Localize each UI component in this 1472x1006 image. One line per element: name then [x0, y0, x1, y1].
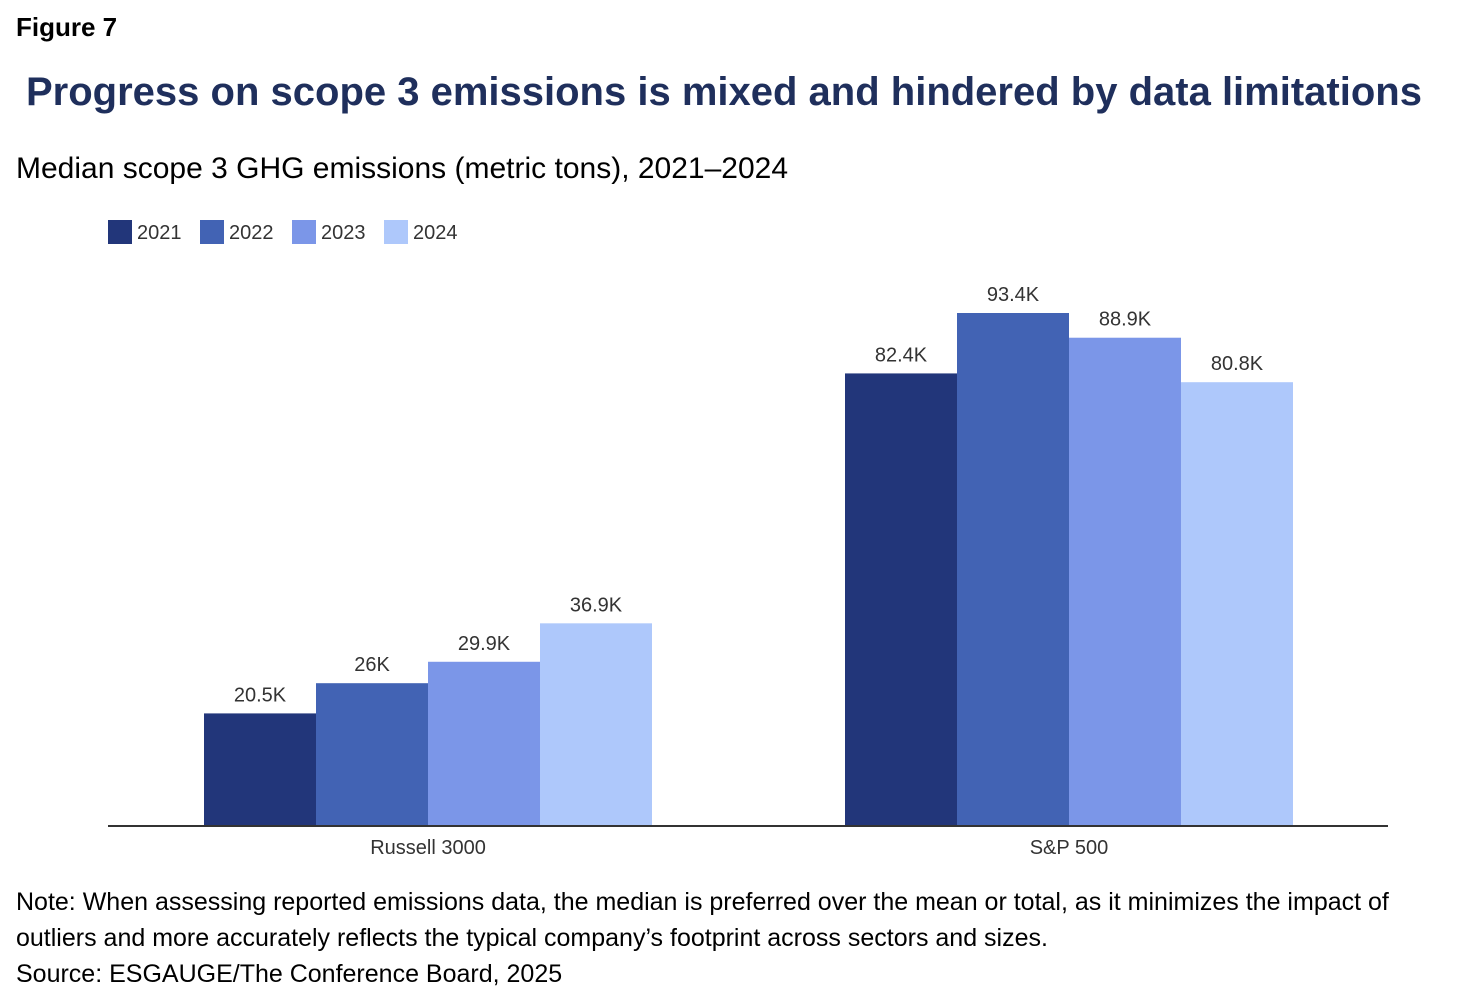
bar-chart: 2021 2022 2023 2024 20.5K 26K 29.9K 36.9K Russel… — [108, 220, 1388, 859]
legend-swatch-2022 — [200, 220, 224, 244]
bar-russell-3000-2023 — [428, 661, 540, 826]
bar-s-p-500-2024 — [1181, 382, 1293, 826]
category-label-russell-3000: Russell 3000 — [370, 837, 486, 859]
legend-swatch-2021 — [108, 220, 132, 244]
data-label-s-p-500-2022: 93.4K — [987, 284, 1040, 306]
legend-swatch-2023 — [292, 220, 316, 244]
legend-label-2024: 2024 — [413, 222, 458, 244]
legend-label-2023: 2023 — [321, 222, 366, 244]
chart-source: Source: ESGAUGE/The Conference Board, 20… — [16, 960, 563, 988]
data-label-s-p-500-2024: 80.8K — [1211, 353, 1264, 375]
legend-label-2022: 2022 — [229, 222, 274, 244]
chart-subtitle: Median scope 3 GHG emissions (metric ton… — [16, 152, 789, 185]
data-label-russell-3000-2022: 26K — [354, 654, 390, 676]
chart-note: Note: When assessing reported emissions … — [16, 888, 1389, 952]
bar-russell-3000-2024 — [540, 623, 652, 826]
legend-swatch-2024 — [384, 220, 408, 244]
chart-title: Progress on scope 3 emissions is mixed a… — [26, 70, 1422, 114]
bar-russell-3000-2021 — [204, 713, 316, 826]
legend-label-2021: 2021 — [137, 222, 182, 244]
data-label-russell-3000-2024: 36.9K — [570, 594, 623, 616]
bar-s-p-500-2021 — [845, 373, 957, 826]
bar-russell-3000-2022 — [316, 683, 428, 826]
bar-s-p-500-2023 — [1069, 337, 1181, 826]
category-label-s-p-500: S&P 500 — [1030, 837, 1109, 859]
figure-label: Figure 7 — [16, 12, 118, 42]
data-label-s-p-500-2023: 88.9K — [1099, 309, 1152, 331]
data-label-russell-3000-2021: 20.5K — [234, 684, 287, 706]
data-label-s-p-500-2021: 82.4K — [875, 344, 928, 366]
data-label-russell-3000-2023: 29.9K — [458, 633, 511, 655]
bar-s-p-500-2022 — [957, 313, 1069, 826]
